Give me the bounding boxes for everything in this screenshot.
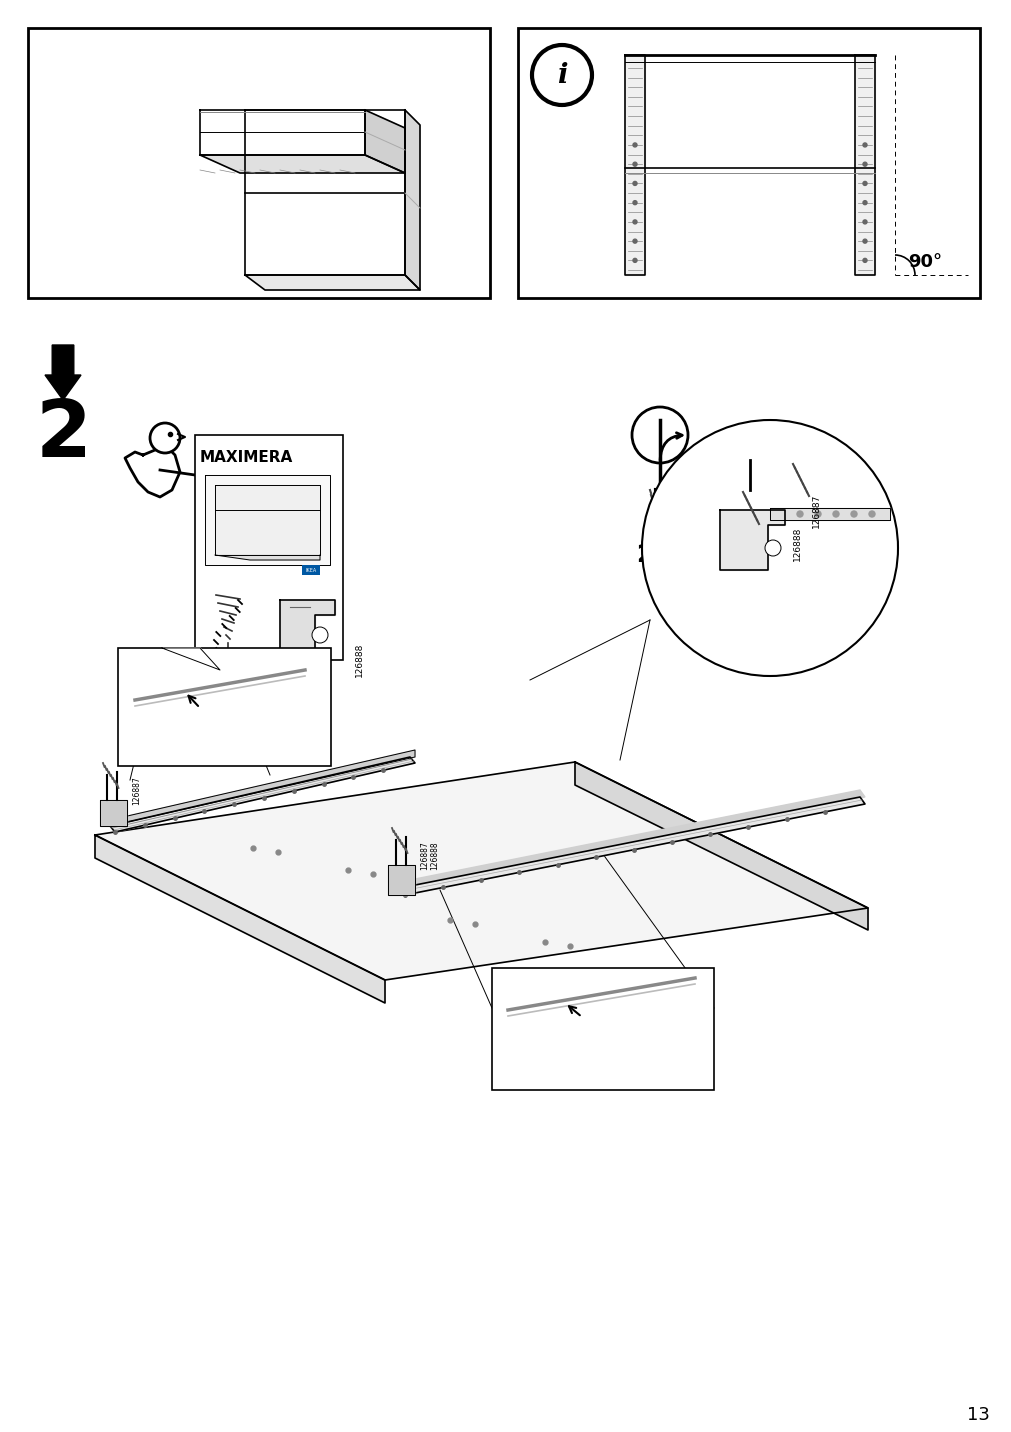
Polygon shape: [387, 865, 415, 895]
Text: 2: 2: [36, 397, 92, 474]
Bar: [518, 29, 979, 298]
Text: i: i: [556, 62, 567, 89]
Bar: [491, 968, 714, 1090]
Text: 126887: 126887: [677, 550, 686, 584]
Polygon shape: [200, 110, 365, 155]
Circle shape: [862, 221, 866, 223]
Polygon shape: [110, 758, 415, 832]
Circle shape: [832, 511, 838, 517]
Circle shape: [862, 182, 866, 185]
Text: 126888: 126888: [355, 643, 364, 677]
Bar: [195, 435, 343, 660]
Text: 90°: 90°: [907, 253, 941, 271]
Circle shape: [862, 258, 866, 262]
Circle shape: [797, 511, 802, 517]
Bar: [28, 29, 489, 298]
Polygon shape: [100, 800, 126, 826]
Circle shape: [311, 627, 328, 643]
Text: 126888: 126888: [793, 527, 801, 561]
Text: 126887: 126887: [420, 841, 429, 871]
Text: 13: 13: [966, 1406, 989, 1423]
Bar: [301, 566, 319, 576]
Circle shape: [641, 420, 897, 676]
Circle shape: [632, 162, 636, 166]
Circle shape: [764, 540, 780, 556]
Text: 126887: 126887: [242, 680, 251, 715]
Polygon shape: [162, 649, 219, 670]
Circle shape: [850, 511, 856, 517]
Polygon shape: [625, 54, 644, 275]
Text: MAXIMERA: MAXIMERA: [200, 450, 293, 465]
Polygon shape: [44, 345, 81, 400]
Text: 126887: 126887: [811, 494, 820, 528]
Polygon shape: [574, 762, 867, 929]
Text: 126887: 126887: [131, 776, 141, 805]
Polygon shape: [214, 556, 319, 560]
Circle shape: [632, 239, 636, 243]
Circle shape: [632, 143, 636, 147]
Circle shape: [632, 182, 636, 185]
Circle shape: [862, 162, 866, 166]
Bar: [118, 649, 331, 766]
Polygon shape: [245, 275, 420, 291]
Polygon shape: [200, 155, 404, 173]
Circle shape: [862, 200, 866, 205]
Polygon shape: [125, 448, 180, 497]
Polygon shape: [280, 600, 335, 660]
Text: 126888: 126888: [430, 842, 439, 871]
Polygon shape: [95, 835, 384, 1002]
Polygon shape: [110, 750, 415, 826]
Text: IKEA: IKEA: [305, 567, 316, 573]
Polygon shape: [205, 475, 330, 566]
Circle shape: [814, 511, 820, 517]
Polygon shape: [214, 485, 319, 556]
Text: 2x: 2x: [635, 543, 667, 567]
Circle shape: [862, 143, 866, 147]
Circle shape: [632, 258, 636, 262]
Circle shape: [150, 422, 180, 453]
Circle shape: [632, 200, 636, 205]
Polygon shape: [854, 54, 875, 275]
Polygon shape: [399, 790, 864, 888]
Polygon shape: [95, 762, 867, 979]
Polygon shape: [245, 110, 404, 275]
Polygon shape: [365, 110, 404, 173]
Circle shape: [632, 221, 636, 223]
Circle shape: [868, 511, 875, 517]
Polygon shape: [404, 110, 420, 291]
Circle shape: [862, 239, 866, 243]
Polygon shape: [769, 508, 889, 520]
Polygon shape: [399, 798, 864, 895]
Polygon shape: [719, 510, 785, 570]
